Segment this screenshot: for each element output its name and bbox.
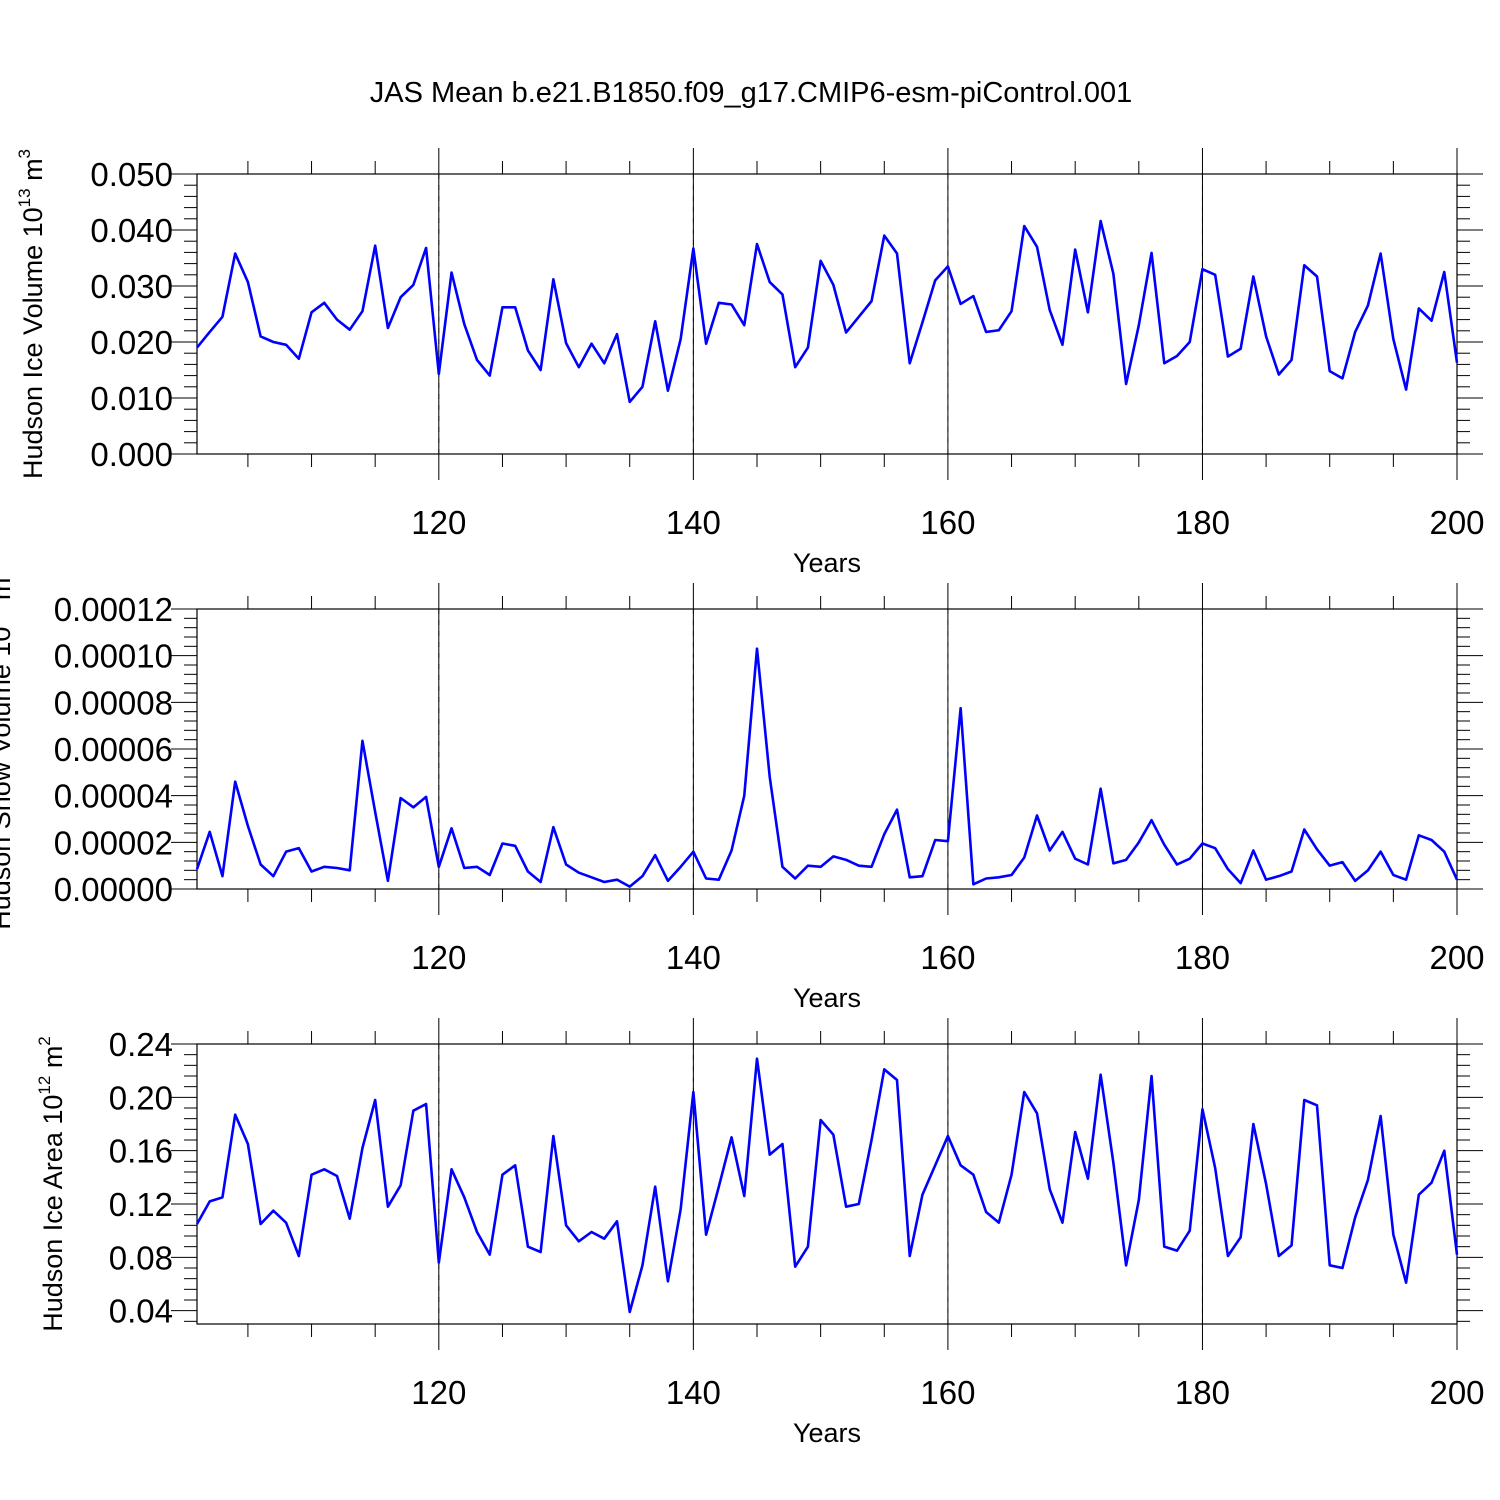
grid-lines — [438, 174, 1203, 454]
y-tick-label: 0.000 — [90, 436, 173, 473]
y-tick-label: 0.00006 — [54, 731, 173, 768]
y-tick-label: 0.00000 — [54, 871, 173, 908]
x-tick-labels: 120 140 160 180 200 — [411, 1374, 1484, 1411]
series-line-ice-area — [195, 1057, 1459, 1314]
y-tick-labels: 0.00000 0.00002 0.00004 0.00006 0.00008 0.000… — [54, 591, 173, 908]
series-line-snow-volume — [195, 647, 1459, 888]
grid-lines — [438, 1044, 1203, 1324]
y-tick-label: 0.12 — [109, 1186, 173, 1223]
tick-marks — [171, 1018, 1483, 1350]
panel-ice-volume: 0.000 0.010 0.020 0.030 0.040 0.050 120 140 160… — [15, 148, 1485, 578]
y-tick-label: 0.010 — [90, 380, 173, 417]
grid-lines — [438, 609, 1203, 889]
y-tick-label: 0.040 — [90, 212, 173, 249]
x-tick-labels: 120 140 160 180 200 — [411, 504, 1484, 541]
x-tick-label: 200 — [1429, 504, 1484, 541]
y-tick-label: 0.00010 — [54, 638, 173, 675]
x-tick-label: 200 — [1429, 1374, 1484, 1411]
y-tick-label: 0.00002 — [54, 824, 173, 861]
x-tick-label: 120 — [411, 939, 466, 976]
series-line-ice-volume — [195, 219, 1459, 404]
panel-snow-volume: 0.00000 0.00002 0.00004 0.00006 0.00008 0.000… — [0, 568, 1485, 1013]
tick-marks — [171, 583, 1483, 915]
x-tick-labels: 120 140 160 180 200 — [411, 939, 1484, 976]
x-tick-label: 160 — [920, 939, 975, 976]
y-tick-label: 0.20 — [109, 1079, 173, 1116]
x-axis-title: Years — [793, 1418, 861, 1448]
y-tick-label: 0.16 — [109, 1133, 173, 1170]
panel-ice-area: 0.04 0.08 0.12 0.16 0.20 0.24 120 140 160 180 200… — [35, 1018, 1485, 1448]
tick-marks — [171, 148, 1483, 480]
y-tick-label: 0.24 — [109, 1026, 173, 1063]
x-tick-label: 140 — [666, 939, 721, 976]
y-tick-label: 0.08 — [109, 1239, 173, 1276]
x-tick-label: 160 — [920, 1374, 975, 1411]
x-axis-title: Years — [793, 983, 861, 1013]
y-tick-label: 0.00008 — [54, 684, 173, 721]
x-tick-label: 160 — [920, 504, 975, 541]
x-tick-label: 140 — [666, 504, 721, 541]
x-tick-label: 120 — [411, 1374, 466, 1411]
x-tick-label: 180 — [1175, 1374, 1230, 1411]
y-tick-label: 0.030 — [90, 268, 173, 305]
y-axis-title: Hudson Ice Area 1012 m2 — [35, 1036, 68, 1332]
y-tick-label: 0.050 — [90, 156, 173, 193]
y-tick-label: 0.020 — [90, 324, 173, 361]
chart-title: JAS Mean b.e21.B1850.f09_g17.CMIP6-esm-p… — [370, 77, 1133, 109]
y-axis-title: Hudson Snow Volume 1013 m3 — [0, 568, 16, 930]
y-tick-label: 0.04 — [109, 1293, 173, 1330]
y-tick-label: 0.00004 — [54, 778, 173, 815]
x-tick-label: 140 — [666, 1374, 721, 1411]
plot-frame — [196, 1043, 1458, 1325]
x-tick-label: 120 — [411, 504, 466, 541]
y-tick-labels: 0.000 0.010 0.020 0.030 0.040 0.050 — [90, 156, 173, 473]
x-tick-label: 200 — [1429, 939, 1484, 976]
x-tick-label: 180 — [1175, 504, 1230, 541]
x-tick-label: 180 — [1175, 939, 1230, 976]
x-axis-title: Years — [793, 548, 861, 578]
y-axis-title: Hudson Ice Volume 1013 m3 — [15, 149, 48, 479]
plot-frame — [196, 173, 1458, 455]
y-tick-labels: 0.04 0.08 0.12 0.16 0.20 0.24 — [109, 1026, 173, 1330]
plot-frame — [196, 608, 1458, 890]
y-tick-label: 0.00012 — [54, 591, 173, 628]
